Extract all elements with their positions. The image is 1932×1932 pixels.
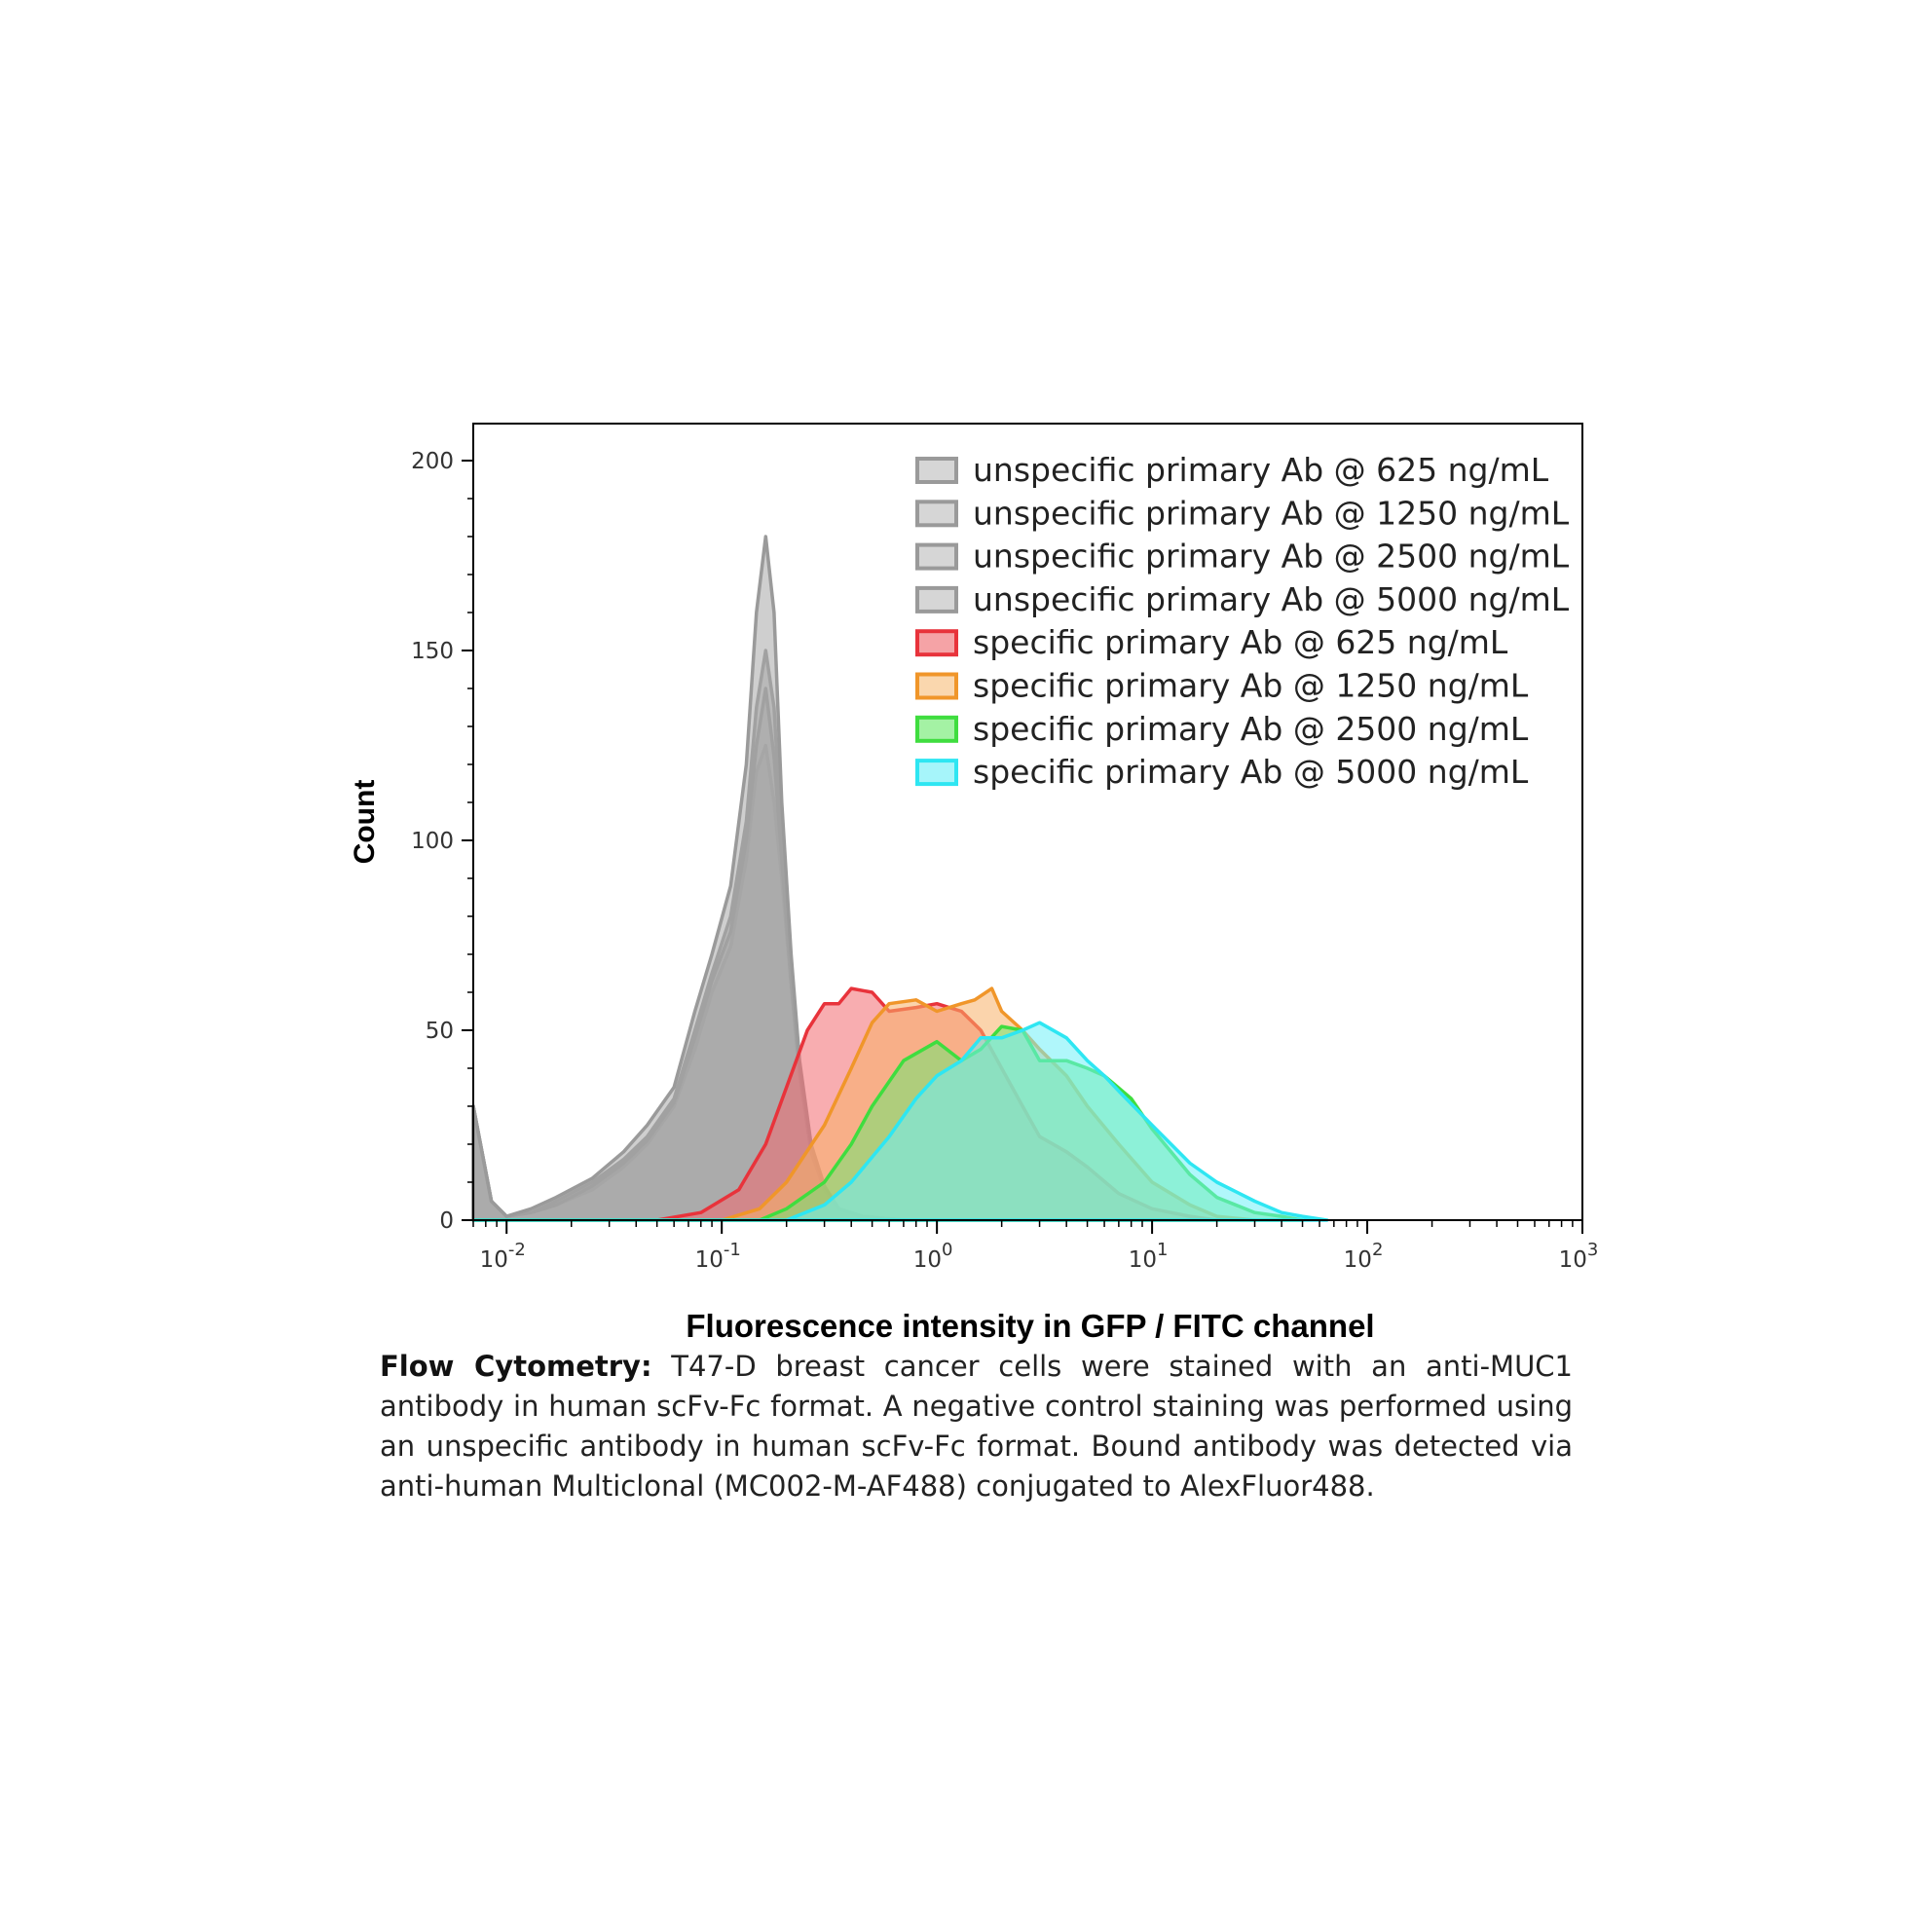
plot-areas [471, 535, 1329, 1222]
legend: unspecific primary Ab @ 625 ng/mL unspeci… [915, 451, 1570, 791]
y-tick-label: 200 [411, 449, 454, 474]
x-tick-label: 103 [1559, 1240, 1599, 1273]
x-tick-label: 102 [1344, 1240, 1384, 1273]
plot-frame [472, 423, 1583, 1221]
y-tick-label: 150 [411, 639, 454, 664]
y-axis-title: Count [349, 780, 381, 865]
legend-label: specific primary Ab @ 625 ng/mL [973, 623, 1508, 661]
x-tick-label: 101 [1129, 1240, 1169, 1273]
legend-swatch [915, 585, 958, 613]
caption-text: T47-D breast cancer cells were stained w… [380, 1350, 1573, 1503]
legend-swatch [915, 629, 958, 657]
legend-swatch [915, 500, 958, 528]
legend-swatch [915, 715, 958, 743]
y-tick-label: 0 [439, 1208, 454, 1234]
legend-label: specific primary Ab @ 5000 ng/mL [973, 753, 1529, 791]
legend-swatch [915, 672, 958, 700]
series-area-8 [471, 1021, 1329, 1222]
legend-swatch [915, 759, 958, 787]
caption-label: Flow Cytometry: [380, 1350, 652, 1383]
x-tick-label: 10-2 [480, 1240, 526, 1273]
figure-caption: Flow Cytometry: T47-D breast cancer cell… [380, 1347, 1573, 1506]
legend-label: unspecific primary Ab @ 5000 ng/mL [973, 580, 1570, 618]
legend-swatch [915, 542, 958, 571]
y-tick-label: 100 [411, 829, 454, 854]
x-tick-label: 100 [913, 1240, 953, 1273]
legend-label: unspecific primary Ab @ 2500 ng/mL [973, 538, 1570, 576]
x-axis: 10-2 10-1 100 101 102 103 [472, 1220, 1599, 1273]
legend-swatch [915, 457, 958, 484]
y-axis: 0 50 100 150 200 [411, 449, 473, 1234]
legend-label: unspecific primary Ab @ 1250 ng/mL [973, 494, 1570, 532]
y-tick-label: 50 [426, 1019, 454, 1044]
legend-label: specific primary Ab @ 1250 ng/mL [973, 667, 1529, 705]
x-axis-title: Fluorescence intensity in GFP / FITC cha… [686, 1308, 1374, 1344]
x-tick-label: 10-1 [695, 1240, 741, 1273]
legend-label: unspecific primary Ab @ 625 ng/mL [973, 451, 1549, 489]
legend-label: specific primary Ab @ 2500 ng/mL [973, 710, 1529, 748]
